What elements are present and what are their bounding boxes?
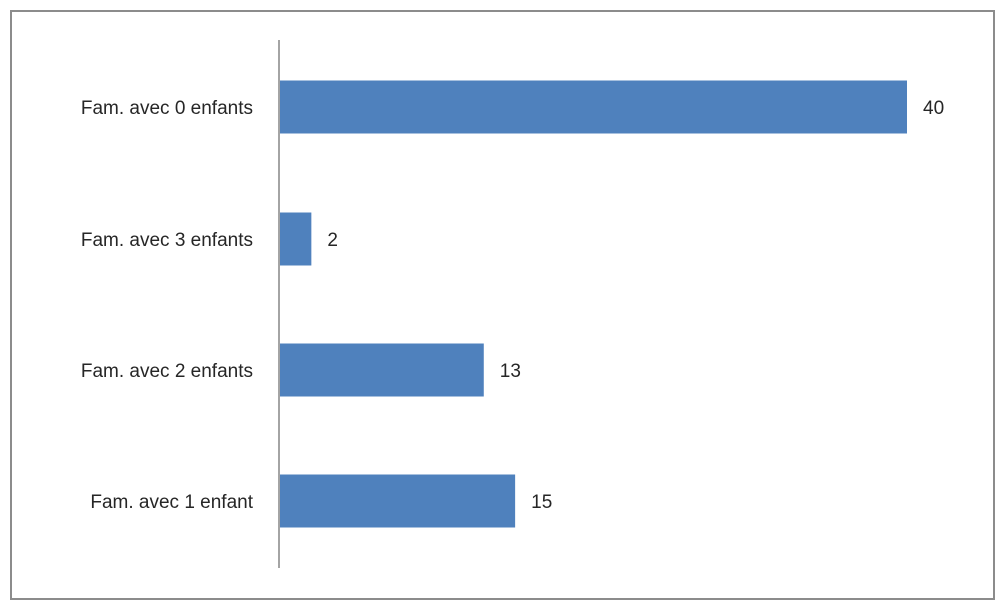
bars-group	[280, 80, 907, 528]
bar-1	[280, 80, 907, 134]
bar-2	[280, 212, 312, 266]
value-label: 15	[531, 492, 552, 513]
category-label: Fam. avec 1 enfant	[90, 492, 253, 513]
value-label: 2	[327, 230, 338, 251]
value-labels-group: 40 2 13 15	[327, 98, 944, 513]
bar-3	[280, 343, 484, 397]
value-label: 40	[923, 98, 944, 119]
category-labels-group: Fam. avec 0 enfants Fam. avec 3 enfants Fa…	[81, 98, 254, 513]
bar-4	[280, 474, 516, 528]
category-label: Fam. avec 2 enfants	[81, 361, 253, 382]
category-label: Fam. avec 0 enfants	[81, 98, 253, 119]
category-label: Fam. avec 3 enfants	[81, 230, 253, 251]
value-label: 13	[500, 361, 521, 382]
bar-chart: Fam. avec 0 enfants Fam. avec 3 enfants Fa…	[81, 40, 944, 568]
